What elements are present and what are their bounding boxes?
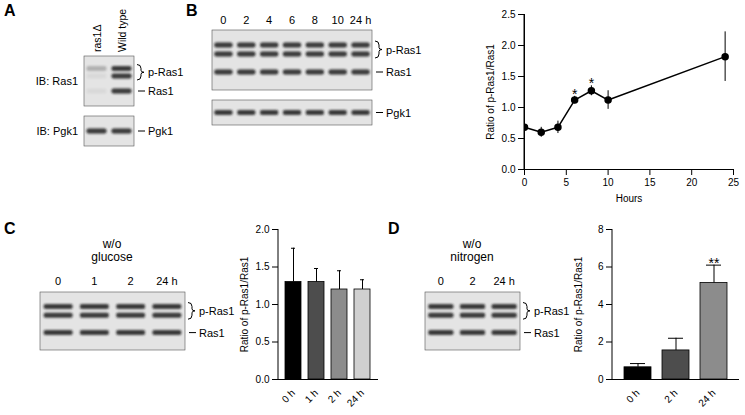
- svg-text:0: 0: [598, 374, 604, 385]
- svg-text:0 h: 0 h: [280, 387, 298, 405]
- svg-text:2: 2: [598, 336, 604, 347]
- svg-text:2: 2: [128, 275, 134, 287]
- svg-text:p-Ras1: p-Ras1: [386, 44, 421, 56]
- svg-text:10: 10: [603, 177, 615, 188]
- svg-text:4: 4: [266, 14, 272, 26]
- svg-text:Wild type: Wild type: [116, 9, 128, 52]
- svg-text:24 h: 24 h: [350, 14, 371, 26]
- svg-text:2.0: 2.0: [502, 40, 516, 51]
- svg-text:1.0: 1.0: [502, 102, 516, 113]
- svg-text:p-Ras1: p-Ras1: [148, 66, 183, 78]
- svg-text:0: 0: [220, 14, 226, 26]
- svg-text:Ras1: Ras1: [386, 66, 412, 78]
- svg-text:glucose: glucose: [91, 250, 133, 264]
- svg-text:8: 8: [312, 14, 318, 26]
- svg-text:ras1Δ: ras1Δ: [91, 25, 103, 52]
- svg-text:20: 20: [686, 177, 698, 188]
- svg-text:C: C: [4, 220, 16, 237]
- svg-text:*: *: [589, 75, 595, 91]
- svg-text:6: 6: [598, 261, 604, 272]
- svg-text:Pgk1: Pgk1: [386, 107, 411, 119]
- svg-text:Ras1: Ras1: [534, 327, 560, 339]
- svg-text:Ratio of p-Ras1/Ras1: Ratio of p-Ras1/Ras1: [573, 256, 584, 352]
- svg-text:Pgk1: Pgk1: [148, 125, 173, 137]
- svg-text:1 h: 1 h: [303, 387, 321, 405]
- svg-text:1.5: 1.5: [256, 261, 270, 272]
- svg-text:2 h: 2 h: [662, 387, 680, 405]
- svg-text:24 h: 24 h: [493, 275, 514, 287]
- svg-text:24 h: 24 h: [696, 387, 718, 409]
- svg-text:25: 25: [728, 177, 740, 188]
- svg-text:p-Ras1: p-Ras1: [534, 305, 569, 317]
- svg-text:Ratio of p-Ras1/Ras1: Ratio of p-Ras1/Ras1: [239, 256, 250, 352]
- svg-text:w/o: w/o: [462, 237, 482, 251]
- svg-text:Ratio of p-Ras1/Ras1: Ratio of p-Ras1/Ras1: [485, 44, 496, 140]
- svg-text:2: 2: [469, 275, 475, 287]
- svg-text:2 h: 2 h: [326, 387, 344, 405]
- svg-text:24 h: 24 h: [156, 275, 177, 287]
- svg-text:IB: Pgk1: IB: Pgk1: [36, 125, 78, 137]
- svg-text:nitrogen: nitrogen: [450, 250, 493, 264]
- svg-text:Hours: Hours: [616, 193, 643, 204]
- svg-text:6: 6: [289, 14, 295, 26]
- svg-text:8: 8: [598, 224, 604, 235]
- svg-text:B: B: [186, 2, 198, 19]
- svg-text:0 h: 0 h: [624, 387, 642, 405]
- svg-text:5: 5: [564, 177, 570, 188]
- svg-text:4: 4: [598, 299, 604, 310]
- svg-text:2.0: 2.0: [256, 224, 270, 235]
- svg-text:1.0: 1.0: [256, 299, 270, 310]
- svg-text:D: D: [388, 220, 400, 237]
- svg-text:p-Ras1: p-Ras1: [199, 305, 234, 317]
- svg-text:0.5: 0.5: [256, 336, 270, 347]
- svg-text:10: 10: [332, 14, 344, 26]
- svg-text:0: 0: [438, 275, 444, 287]
- svg-text:Ras1: Ras1: [199, 327, 225, 339]
- svg-text:*: *: [572, 86, 578, 102]
- svg-text:0.0: 0.0: [502, 164, 516, 175]
- svg-text:15: 15: [644, 177, 656, 188]
- svg-text:IB: Ras1: IB: Ras1: [36, 75, 78, 87]
- svg-text:**: **: [709, 255, 720, 271]
- svg-text:1: 1: [91, 275, 97, 287]
- svg-text:2: 2: [243, 14, 249, 26]
- svg-text:24 h: 24 h: [345, 387, 367, 409]
- svg-text:Ras1: Ras1: [148, 85, 174, 97]
- svg-text:0.0: 0.0: [256, 374, 270, 385]
- svg-text:2.5: 2.5: [502, 9, 516, 20]
- svg-text:0: 0: [522, 177, 528, 188]
- svg-text:1.5: 1.5: [502, 71, 516, 82]
- svg-text:A: A: [4, 2, 16, 19]
- svg-text:0.5: 0.5: [502, 133, 516, 144]
- svg-text:w/o: w/o: [102, 237, 122, 251]
- svg-text:0: 0: [55, 275, 61, 287]
